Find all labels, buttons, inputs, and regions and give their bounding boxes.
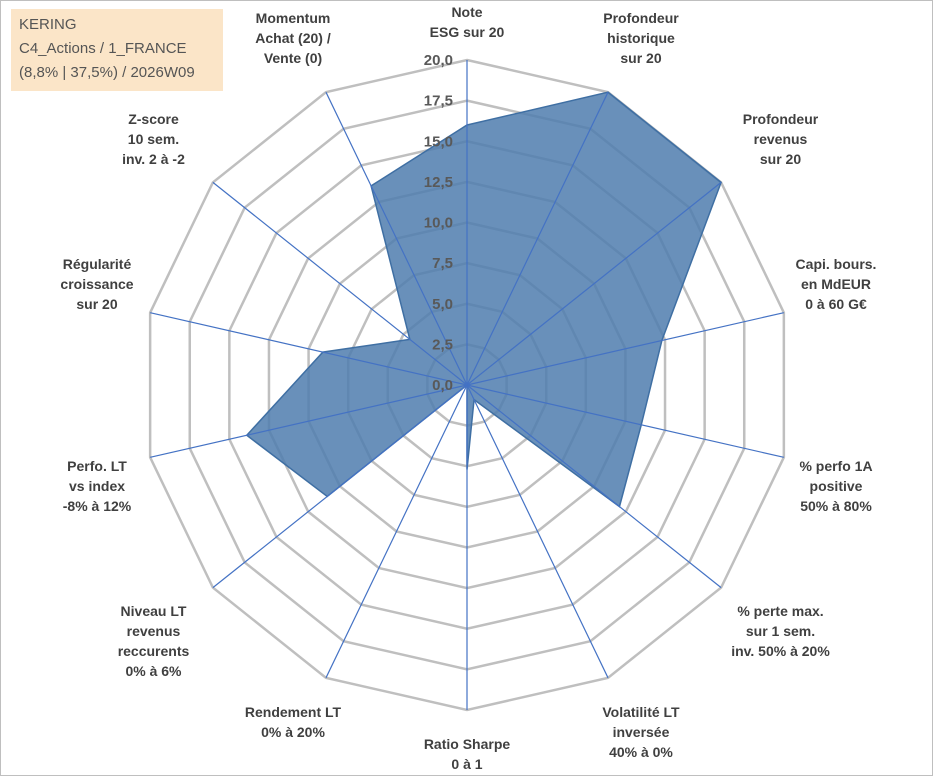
axis-label-line: Niveau LT [120, 603, 187, 620]
axis-spoke [466, 384, 609, 679]
axis-label-line: Rendement LT [244, 704, 342, 721]
axis-label: Capi. bours. en MdEUR 0 à 60 G€ [741, 254, 931, 314]
axis-label-line: positive [809, 477, 863, 494]
axis-label-line: 0 à 1 [451, 756, 483, 772]
axis-label-line: 50% à 80% [800, 497, 872, 514]
radar-spokes [150, 60, 784, 710]
axis-label-line: sur 1 sem. [745, 623, 816, 640]
tick-label: 20,0 [424, 52, 453, 69]
series-area [245, 91, 722, 508]
axis-label: Profondeur revenus sur 20 [686, 109, 876, 169]
axis-label-line: Z-score [128, 110, 179, 127]
category-label: C4_Actions / 1_FRANCE [19, 40, 187, 57]
axis-spoke [466, 181, 722, 386]
radial-tick-labels: 0,0 2,5 5,0 7,5 10,0 12,5 15,0 17,5 20,0 [424, 52, 453, 394]
axis-label: Perfo. LT vs index -8% à 12% [2, 456, 192, 516]
axis-label-line: % perte max. [737, 603, 824, 620]
axis-label-line: sur 20 [76, 296, 118, 313]
axis-label-line: Capi. bours. [795, 256, 877, 273]
axis-label-line: revenus [126, 623, 181, 640]
fund-info-box: KERING C4_Actions / 1_FRANCE (8,8% | 37,… [11, 9, 223, 91]
axis-label: Régularité croissance sur 20 [2, 254, 192, 314]
axis-spoke [212, 384, 468, 589]
tick-label: 12,5 [424, 174, 453, 191]
axis-label-line: Momentum [255, 9, 331, 26]
radar-series [245, 91, 722, 508]
stats-label: (8,8% | 37,5%) / 2026W09 [19, 64, 195, 81]
axis-spoke [325, 384, 468, 679]
tick-label: 2,5 [432, 336, 453, 353]
axis-spoke [466, 312, 784, 386]
axis-label-line: inversée [612, 724, 670, 741]
axis-label-line: % perfo 1A [799, 457, 873, 474]
axis-label-line: -8% à 12% [62, 497, 132, 514]
axis-label-line: Volatilité LT [602, 704, 680, 721]
axis-label-line: Perfo. LT [67, 457, 127, 474]
axis-spoke [466, 91, 609, 386]
axis-label: Momentum Achat (20) / Vente (0) [198, 8, 388, 68]
axis-label-line: 10 sem. [127, 130, 180, 147]
tick-label: 7,5 [432, 255, 453, 272]
axis-label-line: sur 20 [620, 49, 662, 66]
axis-label-line: inv. 50% à 20% [731, 643, 830, 660]
axis-label: Ratio Sharpe 0 à 1 [372, 734, 562, 774]
axis-label: Rendement LT 0% à 20% [198, 702, 388, 742]
axis-label-line: revenus [753, 130, 808, 147]
axis-label: Niveau LT revenus reccurents 0% à 6% [58, 601, 248, 681]
axis-label-line: Régularité [62, 256, 132, 273]
axis-spoke [466, 384, 784, 458]
axis-label: Volatilité LT inversée 40% à 0% [546, 702, 736, 762]
axis-label: % perte max. sur 1 sem. inv. 50% à 20% [686, 601, 876, 661]
axis-label: Z-score 10 sem. inv. 2 à -2 [58, 109, 248, 169]
axis-label-line: ESG sur 20 [429, 24, 505, 40]
axis-spoke [466, 384, 722, 589]
axis-label-line: croissance [60, 276, 134, 293]
axis-label-line: 0% à 20% [261, 724, 325, 741]
axis-label-line: Ratio Sharpe [423, 736, 511, 752]
axis-spoke [150, 384, 468, 458]
tick-label: 17,5 [424, 93, 453, 110]
axis-label: Profondeur historique sur 20 [546, 8, 736, 68]
axis-label-line: sur 20 [759, 150, 802, 167]
tick-label: 5,0 [432, 296, 453, 313]
axis-label-line: Profondeur [603, 9, 679, 26]
stock-name: KERING [19, 16, 77, 33]
tick-label: 10,0 [424, 215, 453, 232]
axis-label-line: Achat (20) / [255, 29, 331, 46]
axis-label-line: reccurents [117, 643, 190, 660]
axis-label-line: Profondeur [742, 110, 819, 127]
axis-spoke [325, 91, 468, 386]
axis-spoke [212, 181, 468, 386]
axis-spoke [150, 312, 468, 386]
tick-label: 15,0 [424, 133, 453, 150]
axis-label-line: Note [451, 4, 483, 20]
axis-label-line: historique [607, 29, 675, 46]
axis-label-line: vs index [68, 477, 126, 494]
axis-label: Note ESG sur 20 [372, 2, 562, 42]
axis-label-line: inv. 2 à -2 [122, 150, 185, 167]
axis-label-line: 0% à 6% [125, 663, 182, 680]
axis-label-line: Vente (0) [263, 49, 323, 66]
axis-label-line: 40% à 0% [609, 744, 673, 761]
axis-label-line: en MdEUR [801, 276, 871, 293]
axis-label-line: 0 à 60 G€ [805, 296, 867, 313]
tick-label: 0,0 [432, 377, 453, 394]
axis-label: % perfo 1A positive 50% à 80% [741, 456, 931, 516]
